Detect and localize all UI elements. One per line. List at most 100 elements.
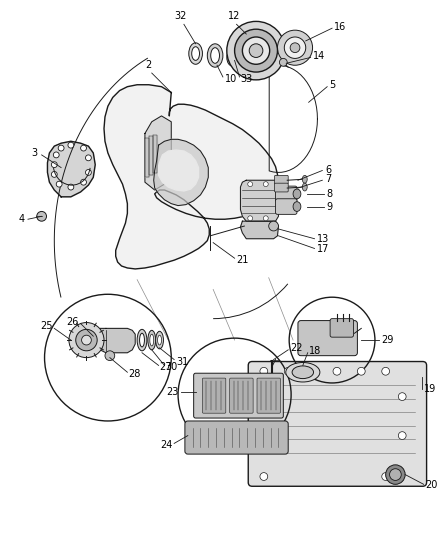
Ellipse shape (211, 48, 219, 63)
Circle shape (53, 152, 59, 158)
Circle shape (385, 465, 405, 484)
Text: 13: 13 (317, 234, 328, 244)
Circle shape (51, 161, 57, 167)
Text: 24: 24 (160, 440, 172, 450)
FancyBboxPatch shape (230, 378, 253, 413)
Text: 22: 22 (290, 343, 303, 353)
FancyBboxPatch shape (202, 378, 226, 413)
Circle shape (263, 216, 268, 221)
Circle shape (105, 351, 115, 360)
Circle shape (81, 145, 86, 151)
Circle shape (279, 59, 287, 66)
Ellipse shape (192, 47, 200, 60)
Text: 12: 12 (228, 11, 241, 21)
Text: 31: 31 (176, 357, 188, 367)
Circle shape (398, 393, 406, 400)
Circle shape (85, 169, 92, 175)
Polygon shape (240, 180, 279, 221)
Ellipse shape (137, 329, 147, 351)
Polygon shape (47, 141, 95, 197)
Text: 21: 21 (237, 255, 249, 265)
Text: 9: 9 (326, 201, 332, 212)
Circle shape (227, 21, 285, 80)
Ellipse shape (227, 49, 239, 66)
Circle shape (242, 37, 270, 64)
Circle shape (309, 367, 317, 375)
Text: 3: 3 (32, 148, 38, 158)
Circle shape (278, 30, 313, 65)
Circle shape (56, 181, 62, 187)
Ellipse shape (302, 175, 307, 183)
FancyBboxPatch shape (275, 183, 288, 192)
Text: 33: 33 (240, 74, 253, 84)
Text: 25: 25 (40, 321, 53, 332)
FancyBboxPatch shape (185, 421, 288, 454)
Text: 20: 20 (426, 480, 438, 490)
Text: 7: 7 (325, 174, 332, 184)
Circle shape (260, 367, 268, 375)
Polygon shape (159, 150, 198, 191)
Text: 19: 19 (424, 384, 436, 394)
Text: 17: 17 (317, 245, 329, 254)
Polygon shape (94, 328, 135, 353)
Ellipse shape (140, 333, 145, 347)
Circle shape (398, 432, 406, 440)
Ellipse shape (293, 201, 301, 212)
FancyBboxPatch shape (248, 361, 427, 486)
Text: 30: 30 (166, 362, 178, 373)
Polygon shape (145, 139, 149, 177)
FancyBboxPatch shape (298, 320, 357, 356)
Circle shape (81, 335, 92, 345)
FancyBboxPatch shape (276, 186, 297, 201)
Ellipse shape (293, 189, 301, 199)
Circle shape (81, 179, 86, 185)
Circle shape (58, 145, 64, 151)
Circle shape (290, 43, 300, 53)
FancyBboxPatch shape (276, 199, 297, 214)
Text: 27: 27 (159, 362, 172, 373)
FancyBboxPatch shape (257, 378, 280, 413)
Circle shape (263, 182, 268, 187)
Circle shape (235, 29, 278, 72)
Text: 16: 16 (334, 22, 346, 32)
Ellipse shape (207, 44, 223, 67)
FancyBboxPatch shape (194, 373, 283, 418)
Circle shape (284, 367, 292, 375)
Ellipse shape (155, 332, 163, 349)
Text: 6: 6 (325, 165, 332, 174)
Circle shape (76, 329, 97, 351)
Circle shape (51, 172, 57, 177)
Circle shape (333, 367, 341, 375)
Text: 28: 28 (128, 369, 141, 379)
Ellipse shape (292, 366, 314, 378)
Text: 32: 32 (175, 11, 187, 21)
Circle shape (68, 184, 74, 190)
Circle shape (389, 469, 401, 480)
Text: 2: 2 (146, 60, 152, 70)
Ellipse shape (286, 362, 320, 382)
FancyBboxPatch shape (275, 175, 288, 184)
Polygon shape (145, 116, 171, 190)
Ellipse shape (150, 334, 154, 346)
Circle shape (260, 473, 268, 480)
Text: 18: 18 (309, 346, 321, 356)
Circle shape (248, 216, 253, 221)
Circle shape (382, 473, 389, 480)
Ellipse shape (148, 330, 155, 350)
Circle shape (382, 367, 389, 375)
Polygon shape (149, 136, 153, 175)
Circle shape (68, 142, 74, 148)
Polygon shape (153, 135, 157, 173)
Polygon shape (240, 221, 279, 239)
Polygon shape (104, 85, 278, 269)
Circle shape (69, 322, 104, 358)
Circle shape (249, 44, 263, 58)
Circle shape (85, 155, 92, 161)
Ellipse shape (158, 335, 162, 345)
Polygon shape (154, 139, 208, 206)
FancyBboxPatch shape (330, 319, 353, 337)
Ellipse shape (302, 183, 307, 191)
Text: 14: 14 (313, 52, 325, 61)
Text: 23: 23 (167, 387, 179, 397)
Text: 10: 10 (225, 74, 237, 84)
